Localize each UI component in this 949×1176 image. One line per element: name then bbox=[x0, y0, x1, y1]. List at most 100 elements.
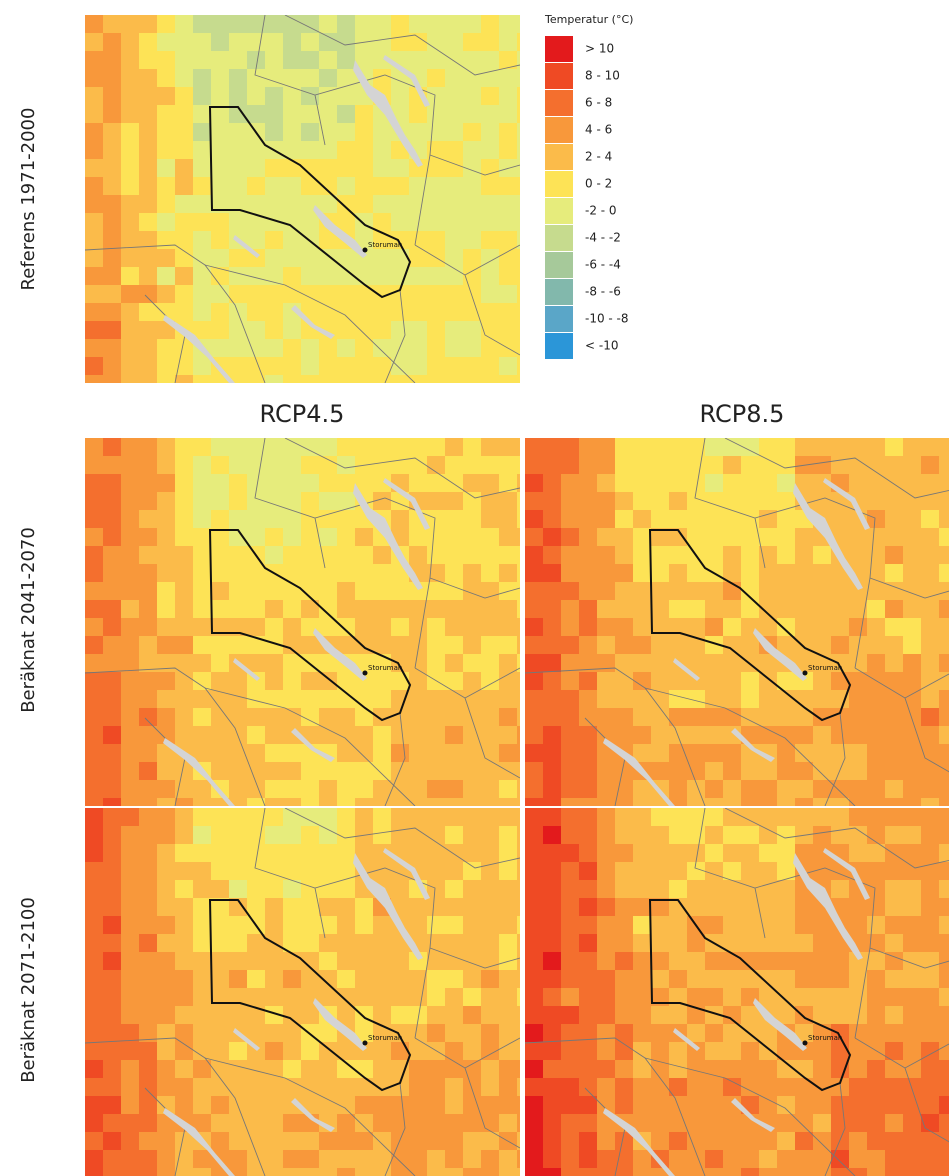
map-cell bbox=[481, 952, 500, 971]
map-cell bbox=[517, 69, 520, 88]
map-cell bbox=[517, 249, 520, 268]
map-cell bbox=[633, 880, 652, 899]
map-cell bbox=[265, 213, 284, 232]
map-cell bbox=[445, 546, 464, 565]
map-cell bbox=[795, 1114, 814, 1133]
map-cell bbox=[301, 970, 320, 989]
map-cell bbox=[319, 474, 338, 493]
map-cell bbox=[103, 1060, 122, 1079]
map-cell bbox=[633, 528, 652, 547]
map-cell bbox=[813, 744, 832, 763]
map-cell bbox=[687, 618, 706, 637]
map-cell bbox=[885, 510, 904, 529]
lake bbox=[291, 728, 335, 762]
map-cell bbox=[633, 1150, 652, 1169]
map-cell bbox=[885, 1024, 904, 1043]
map-cell bbox=[175, 862, 194, 881]
map-cell bbox=[157, 87, 176, 106]
map-cell bbox=[597, 618, 616, 637]
map-cell bbox=[247, 1168, 266, 1176]
map-cell bbox=[247, 1114, 266, 1133]
map-cell bbox=[579, 762, 598, 781]
map-cell bbox=[157, 1024, 176, 1043]
map-cell bbox=[301, 798, 320, 806]
map-cell bbox=[175, 267, 194, 286]
map-cell bbox=[247, 898, 266, 917]
map-cell bbox=[337, 438, 356, 457]
map-cell bbox=[193, 105, 212, 124]
map-cell bbox=[849, 780, 868, 799]
map-cell bbox=[409, 654, 428, 673]
map-cell bbox=[849, 618, 868, 637]
map-cell bbox=[831, 1060, 850, 1079]
map-cell bbox=[939, 690, 949, 709]
map-cell bbox=[517, 492, 520, 511]
region-border bbox=[904, 697, 949, 773]
map-cell bbox=[579, 528, 598, 547]
map-cell bbox=[445, 844, 464, 863]
map-cell bbox=[517, 510, 520, 529]
map-cell bbox=[723, 934, 742, 953]
map-cell bbox=[463, 672, 482, 691]
map-cell bbox=[939, 546, 949, 565]
map-cell bbox=[211, 1168, 230, 1176]
map-cell bbox=[481, 528, 500, 547]
legend-label: -4 - -2 bbox=[585, 231, 621, 245]
map-cell bbox=[445, 1024, 464, 1043]
map-cell bbox=[615, 1132, 634, 1151]
map-cell bbox=[615, 1168, 634, 1176]
map-cell bbox=[193, 744, 212, 763]
map-cell bbox=[795, 1024, 814, 1043]
map-cell bbox=[319, 1042, 338, 1061]
map-cell bbox=[543, 1042, 562, 1061]
map-cell bbox=[687, 654, 706, 673]
map-cell bbox=[337, 249, 356, 268]
map-cell bbox=[355, 690, 374, 709]
map-cell bbox=[355, 1078, 374, 1097]
map-cell bbox=[175, 438, 194, 457]
map-panel: Storuman bbox=[525, 808, 949, 1176]
map-cell bbox=[795, 934, 814, 953]
map-cell bbox=[669, 1042, 688, 1061]
map-cell bbox=[175, 510, 194, 529]
map-cell bbox=[229, 1078, 248, 1097]
map-cell bbox=[121, 339, 140, 358]
map-cell bbox=[795, 690, 814, 709]
map-cell bbox=[939, 1168, 949, 1176]
map-cell bbox=[337, 87, 356, 106]
map-cell bbox=[103, 808, 122, 827]
map-cell bbox=[85, 1024, 104, 1043]
map-cell bbox=[283, 654, 302, 673]
map-cell bbox=[139, 970, 158, 989]
map-cell bbox=[103, 357, 122, 376]
map-cell bbox=[561, 880, 580, 899]
map-cell bbox=[85, 1114, 104, 1133]
map-cell bbox=[445, 708, 464, 727]
map-cell bbox=[247, 880, 266, 899]
map-cell bbox=[543, 1132, 562, 1151]
map-cell bbox=[139, 708, 158, 727]
map-cell bbox=[103, 726, 122, 745]
map-cell bbox=[121, 1096, 140, 1115]
map-cell bbox=[759, 510, 778, 529]
map-cell bbox=[651, 582, 670, 601]
map-cell bbox=[265, 123, 284, 142]
map-cell bbox=[301, 690, 320, 709]
map-cell bbox=[355, 375, 374, 383]
map-cell bbox=[651, 1060, 670, 1079]
map-cell bbox=[633, 636, 652, 655]
map-cell bbox=[561, 808, 580, 827]
lake bbox=[313, 205, 367, 258]
map-cell bbox=[283, 934, 302, 953]
map-cell bbox=[283, 141, 302, 160]
map-cell bbox=[669, 528, 688, 547]
map-cell bbox=[427, 726, 446, 745]
map-cell bbox=[283, 826, 302, 845]
map-cell bbox=[175, 1060, 194, 1079]
map-cell bbox=[651, 1006, 670, 1025]
map-cell bbox=[561, 1006, 580, 1025]
map-cell bbox=[283, 15, 302, 34]
map-cell bbox=[705, 898, 724, 917]
map-cell bbox=[139, 1060, 158, 1079]
map-cell bbox=[849, 988, 868, 1007]
